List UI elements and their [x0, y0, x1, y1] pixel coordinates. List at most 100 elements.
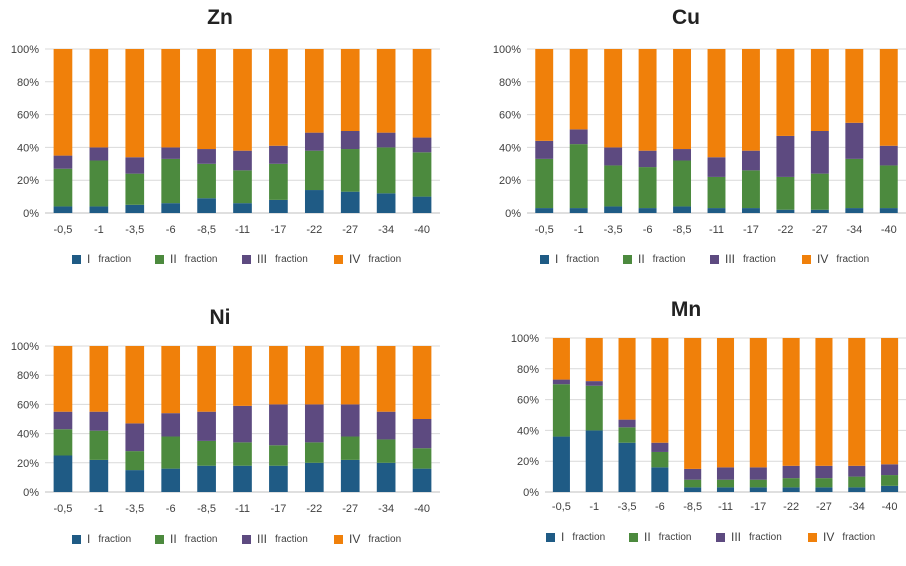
bar-segment-ii — [810, 173, 829, 210]
legend-swatch — [72, 534, 81, 544]
bar-segment-i — [125, 204, 145, 213]
bar-segment-iv — [233, 49, 252, 151]
bar-segment-i — [376, 193, 396, 213]
bar-segment-iv — [412, 346, 432, 419]
y-tick-label: 40% — [17, 429, 39, 441]
bar-segment-ii — [569, 144, 588, 209]
bar-segment-iv — [161, 49, 181, 148]
bar-segment-i — [233, 203, 252, 213]
bar-segment-ii — [707, 176, 726, 209]
bar-segment-iii — [879, 145, 898, 166]
bar-segment-iii — [673, 149, 692, 161]
y-tick-label: 100% — [493, 44, 521, 56]
legend-label: fraction — [368, 253, 402, 265]
bar-segment-iii — [618, 419, 636, 428]
bar-segment-iii — [815, 465, 833, 479]
legend-label: fraction — [743, 253, 776, 265]
bar-segment-i — [684, 487, 702, 492]
legend-label: fraction — [749, 531, 782, 543]
bar-segment-i — [376, 462, 396, 492]
x-tick-label: -3,5 — [618, 501, 637, 513]
bar-segment-ii — [881, 475, 899, 486]
bar-segment-ii — [197, 163, 216, 199]
x-tick-label: -11 — [718, 501, 733, 513]
x-tick-label: -8,5 — [673, 224, 692, 236]
bar-segment-iv — [716, 338, 735, 468]
legend-item-iv: IV fraction — [334, 532, 401, 546]
bar-segment-iv — [618, 338, 636, 420]
legend-item-iii: III fraction — [716, 530, 782, 544]
x-tick-label: -17 — [270, 503, 286, 515]
y-tick-label: 20% — [517, 456, 539, 468]
x-tick-label: -0,5 — [552, 501, 571, 513]
y-tick-label: 40% — [499, 142, 521, 154]
legend-item-ii: II fraction — [155, 532, 217, 546]
bar-segment-i — [535, 208, 554, 213]
legend-label: fraction — [836, 253, 870, 265]
legend-swatch — [155, 254, 164, 264]
bar-segment-i — [125, 470, 145, 492]
bar-segment-i — [879, 208, 898, 213]
bar-segment-ii — [412, 152, 432, 197]
bar-segment-iv — [684, 338, 702, 469]
x-tick-label: -6 — [643, 224, 653, 236]
x-tick-label: -0,5 — [53, 503, 72, 515]
bar-segment-i — [161, 468, 181, 492]
legend-swatch — [155, 534, 164, 544]
bar-segment-iii — [741, 150, 760, 171]
legend-label: fraction — [184, 253, 218, 265]
bar-segment-iii — [376, 411, 396, 440]
legend-numeral: I — [555, 252, 559, 266]
bar-segment-i — [89, 459, 109, 492]
y-tick-label: 80% — [17, 370, 39, 382]
bar-segment-i — [269, 199, 288, 213]
bar-segment-iv — [304, 346, 324, 405]
chart-title: Cu — [672, 6, 700, 29]
legend-label: fraction — [184, 533, 218, 545]
bar-segment-iv — [638, 49, 657, 151]
bar-segment-iv — [269, 346, 288, 405]
bar-segment-iv — [376, 346, 396, 412]
legend-numeral: I — [87, 532, 91, 546]
bar-segment-iv — [197, 49, 216, 150]
bar-segment-iii — [161, 413, 181, 437]
legend-item-iii: III fraction — [242, 252, 308, 266]
legend-swatch — [629, 532, 638, 542]
chart-svg-mn: 0% 20% 40% 60% 80% 100% -0,5 -1 -3,5 -6 -8,5 -11 -17… — [511, 333, 906, 513]
x-tick-label: -27 — [342, 224, 358, 236]
y-tick-label: 80% — [517, 364, 539, 376]
bar-segment-iii — [585, 381, 603, 386]
bar-segment-iv — [569, 49, 588, 130]
bar-segment-iii — [197, 149, 216, 164]
bar-segment-iv — [125, 49, 145, 158]
bar-segment-i — [585, 430, 603, 492]
bar-segment-i — [673, 206, 692, 213]
bar-segment-ii — [233, 170, 252, 204]
chart-panel-zn: Zn 0% 20% 40% 60% 80% 100% -0,5 -1 -3,5 -6 -8,5 -11… — [0, 0, 440, 270]
bar-segment-iv — [879, 49, 898, 146]
bar-segment-i — [810, 209, 829, 213]
legend-label: fraction — [658, 531, 692, 543]
bar-segment-i — [815, 487, 833, 492]
x-tick-label: -3,5 — [125, 503, 144, 515]
bar-segment-i — [340, 191, 360, 213]
bar-segment-i — [304, 462, 324, 492]
bar-segment-iv — [782, 338, 800, 466]
x-tick-label: -34 — [846, 224, 862, 236]
bar-segment-iv — [535, 49, 554, 141]
bar-segment-ii — [233, 442, 252, 466]
bar-segment-iv — [604, 49, 623, 148]
bar-segment-iii — [684, 468, 702, 480]
legend-swatch — [546, 532, 555, 542]
legend-swatch — [802, 254, 811, 264]
bar-segment-iv — [881, 338, 899, 465]
bar-segment-i — [651, 467, 669, 492]
legend-swatch — [716, 532, 725, 542]
x-tick-label: -0,5 — [535, 224, 554, 236]
bar-segment-iii — [197, 411, 216, 441]
bar-segment-iii — [53, 411, 73, 430]
bar-segment-ii — [53, 168, 73, 207]
x-tick-label: -27 — [812, 224, 828, 236]
x-tick-label: -11 — [235, 224, 250, 236]
